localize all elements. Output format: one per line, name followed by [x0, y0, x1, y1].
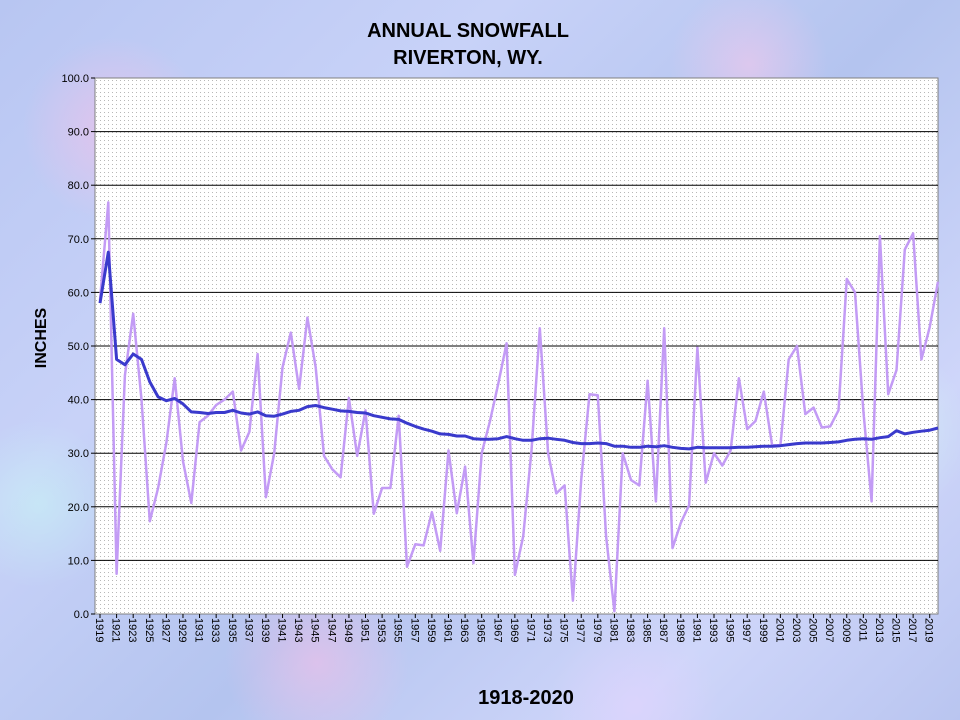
x-tick-label: 1925 — [143, 618, 155, 642]
y-axis-ticks: 0.0 10.0 20.0 30.0 40.0 50.0 60.0 70.0 80.0 90.0 1… — [61, 73, 95, 621]
x-tick-label: 1935 — [226, 618, 238, 642]
x-tick-label: 2011 — [856, 618, 868, 642]
x-tick-label: 1933 — [209, 618, 221, 642]
x-tick-label: 1971 — [524, 618, 536, 642]
x-tick-label: 1937 — [242, 618, 254, 642]
chart-title-line-1: ANNUAL SNOWFALL — [367, 20, 569, 42]
x-tick-label: 1999 — [757, 618, 769, 642]
y-tick-label: 90.0 — [68, 127, 89, 139]
x-tick-label: 2007 — [823, 618, 835, 642]
series-line-annual — [98, 201, 940, 613]
x-tick-label: 2019 — [923, 618, 935, 642]
x-tick-label: 2001 — [773, 618, 785, 642]
x-tick-label: 1979 — [591, 618, 603, 642]
y-tick-label: 30.0 — [68, 448, 89, 460]
x-tick-label: 1947 — [325, 618, 337, 642]
x-tick-label: 1985 — [641, 618, 653, 642]
x-tick-label: 1949 — [342, 618, 354, 642]
x-tick-label: 1983 — [624, 618, 636, 642]
x-tick-label: 1991 — [690, 618, 702, 642]
gridlines — [95, 131, 938, 561]
y-tick-label: 70.0 — [68, 234, 89, 246]
y-tick-label: 100.0 — [61, 73, 89, 85]
chart-title-line-2: RIVERTON, WY. — [393, 47, 543, 69]
x-tick-label: 1941 — [276, 618, 288, 642]
series-line-average — [98, 250, 939, 451]
x-tick-label: 2017 — [906, 618, 918, 642]
y-tick-label: 20.0 — [68, 502, 89, 514]
x-tick-label: 2005 — [807, 618, 819, 642]
x-tick-label: 1927 — [159, 618, 171, 642]
x-tick-label: 1929 — [176, 618, 188, 642]
x-tick-label: 1977 — [574, 618, 586, 642]
x-tick-label: 1987 — [657, 618, 669, 642]
x-tick-label: 1955 — [392, 618, 404, 642]
y-tick-label: 40.0 — [68, 395, 89, 407]
x-tick-label: 1975 — [558, 618, 570, 642]
x-tick-label: 1921 — [110, 618, 122, 642]
x-tick-label: 1967 — [491, 618, 503, 642]
x-tick-label: 1993 — [707, 618, 719, 642]
x-axis-ticks: 1919 1921 1923 1925 1927 1929 1931 1933 1935 1937… — [93, 614, 935, 642]
x-tick-label: 1919 — [93, 618, 105, 642]
x-axis-title: 1918-2020 — [478, 687, 574, 709]
x-tick-label: 1989 — [674, 618, 686, 642]
y-tick-label: 10.0 — [68, 555, 89, 567]
y-axis-title: INCHES — [33, 307, 50, 368]
x-tick-label: 1973 — [541, 618, 553, 642]
y-tick-label: 80.0 — [68, 180, 89, 192]
x-tick-label: 1969 — [508, 618, 520, 642]
x-tick-label: 1923 — [126, 618, 138, 642]
x-tick-label: 1939 — [259, 618, 271, 642]
x-tick-label: 1961 — [441, 618, 453, 642]
x-tick-label: 1959 — [425, 618, 437, 642]
x-tick-label: 1957 — [408, 618, 420, 642]
series-group — [98, 201, 940, 613]
x-tick-label: 1953 — [375, 618, 387, 642]
x-tick-label: 1981 — [607, 618, 619, 642]
y-tick-label: 50.0 — [68, 341, 89, 353]
x-tick-label: 2009 — [840, 618, 852, 642]
x-tick-label: 2013 — [873, 618, 885, 642]
x-tick-label: 1943 — [292, 618, 304, 642]
x-tick-label: 2015 — [890, 618, 902, 642]
x-tick-label: 1963 — [458, 618, 470, 642]
x-tick-label: 1945 — [309, 618, 321, 642]
y-tick-label: 0.0 — [74, 609, 89, 621]
x-tick-label: 1997 — [740, 618, 752, 642]
x-tick-label: 1965 — [475, 618, 487, 642]
x-tick-label: 1995 — [724, 618, 736, 642]
x-tick-label: 2003 — [790, 618, 802, 642]
y-tick-label: 60.0 — [68, 287, 89, 299]
x-tick-label: 1951 — [359, 618, 371, 642]
x-tick-label: 1931 — [193, 618, 205, 642]
